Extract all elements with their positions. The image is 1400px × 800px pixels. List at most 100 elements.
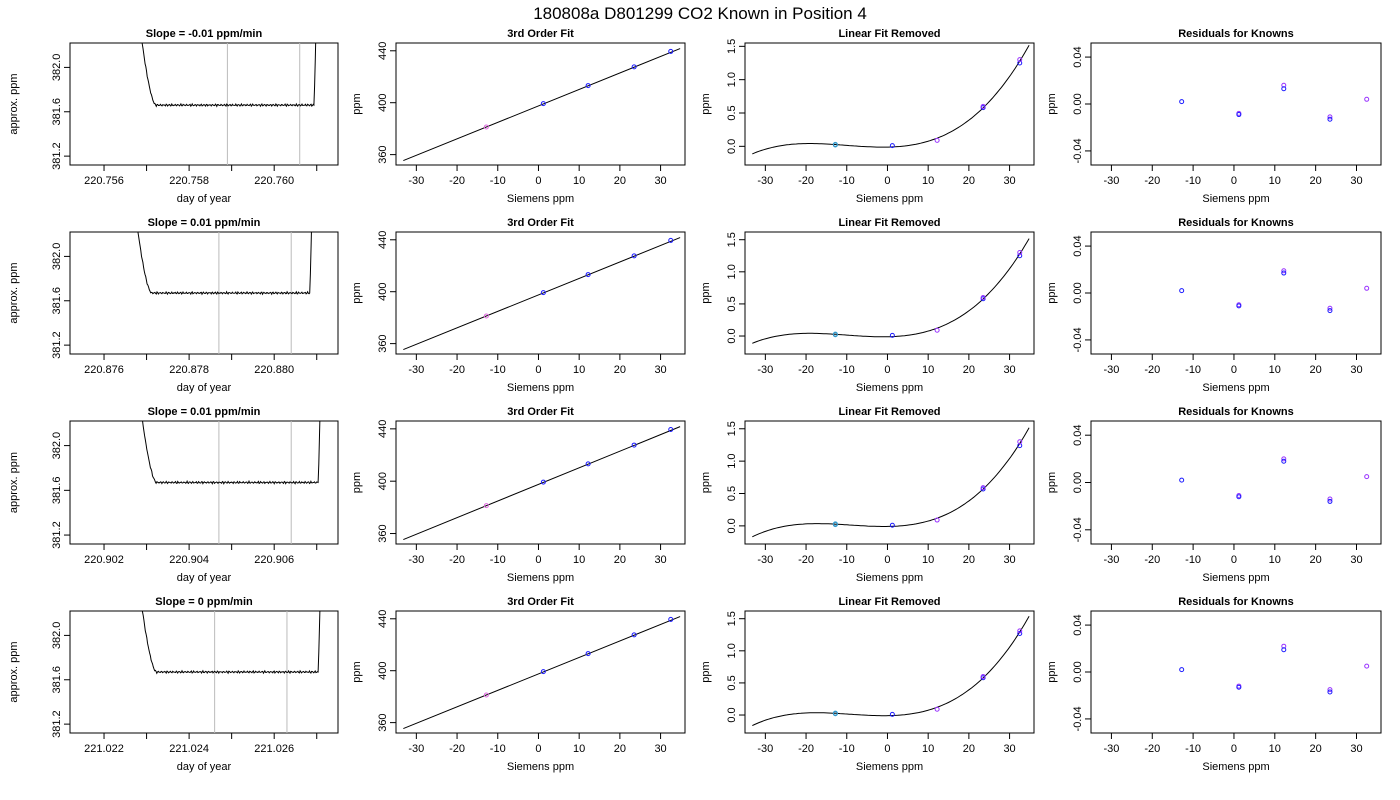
data-point (585, 461, 591, 467)
panel-title: Residuals for Knowns (1178, 406, 1294, 418)
panel-trace-row1: Slope = -0.01 ppm/min 220.756 220.758 220.7… (8, 28, 339, 205)
data-point (934, 137, 940, 143)
y-axis-label: ppm (1046, 93, 1058, 114)
residual-point (1236, 303, 1242, 309)
plot-area (752, 427, 1030, 538)
residual-point (1327, 305, 1333, 311)
plot-frame (69, 420, 339, 545)
y-tick-label: -0.04 (1072, 138, 1084, 163)
plot-frame (69, 610, 339, 734)
y-tick-label: 440 (377, 42, 389, 60)
y-tick-label: 400 (377, 94, 389, 112)
x-tick-label: -20 (1144, 554, 1160, 566)
residual-point (1327, 114, 1333, 120)
x-axis-label: Siemens ppm (1202, 761, 1269, 773)
plot-area (752, 616, 1030, 727)
x-tick-label: 0 (535, 743, 541, 755)
x-tick-label: 220.880 (254, 364, 294, 376)
x-axis-label: Siemens ppm (856, 761, 923, 773)
x-tick-label: -20 (1144, 743, 1160, 755)
y-axis-label: ppm (700, 472, 712, 493)
panel-linear_removed-row2: Linear Fit Removed -30 -20 -10 0 10 20 30 0.0 0.5… (700, 217, 1035, 394)
panel-residuals-row1: Residuals for Knowns -30 -20 -10 0 10 20 30 -0.0… (1046, 28, 1382, 205)
y-tick-label: 0.5 (726, 675, 738, 690)
ppm-trace-line (137, 232, 312, 296)
data-point (832, 331, 838, 337)
x-tick-label: 20 (1310, 175, 1322, 187)
x-tick-label: -30 (408, 175, 424, 187)
panel-trace-row4: Slope = 0 ppm/min 221.022 221.024 221.026 38… (8, 596, 339, 773)
data-point (889, 711, 895, 717)
x-tick-label: 220.760 (254, 175, 294, 187)
y-tick-label: -0.04 (1072, 706, 1084, 731)
residual-point (1364, 663, 1370, 669)
residual-point (1327, 687, 1333, 693)
plot-frame (395, 610, 686, 734)
x-tick-label: -30 (1103, 554, 1119, 566)
y-tick-label: -0.04 (1072, 327, 1084, 352)
y-tick-label: 400 (377, 472, 389, 490)
plot-frame (1090, 231, 1382, 355)
y-tick-label: 0.00 (1072, 282, 1084, 303)
x-axis-label: Siemens ppm (856, 193, 923, 205)
y-tick-label: 360 (377, 524, 389, 542)
x-tick-label: 10 (573, 175, 585, 187)
residual-point (1179, 99, 1185, 105)
x-tick-label: 0 (535, 175, 541, 187)
x-tick-label: 0 (535, 364, 541, 376)
residual-point (1327, 308, 1333, 314)
x-tick-label: -20 (449, 364, 465, 376)
residual-point (1236, 494, 1242, 500)
x-tick-label: 20 (614, 743, 626, 755)
data-point (631, 632, 637, 638)
y-tick-label: 381.2 (51, 521, 63, 549)
y-tick-label: 440 (377, 420, 389, 438)
y-axis-label: ppm (351, 472, 363, 493)
x-tick-label: 20 (963, 175, 975, 187)
y-tick-label: 0.00 (1072, 472, 1084, 493)
y-tick-label: 381.6 (51, 98, 63, 126)
plot-frame (744, 42, 1035, 166)
x-tick-label: 10 (922, 743, 934, 755)
plot-area (1179, 643, 1370, 695)
y-tick-label: 381.6 (51, 477, 63, 505)
x-tick-label: -20 (798, 743, 814, 755)
data-point (585, 272, 591, 278)
y-tick-label: 1.5 (726, 611, 738, 626)
x-tick-label: -10 (839, 743, 855, 755)
residual-point (1281, 647, 1287, 653)
x-tick-label: 221.024 (169, 743, 209, 755)
x-tick-label: 10 (922, 364, 934, 376)
data-point (980, 673, 986, 679)
x-tick-label: -10 (490, 554, 506, 566)
y-tick-label: 440 (377, 231, 389, 249)
data-point (631, 442, 637, 448)
residual-point (1281, 86, 1287, 92)
panel-linear_removed-row1: Linear Fit Removed -30 -20 -10 0 10 20 30 0.0 0.5… (700, 28, 1035, 205)
y-tick-label: 0.04 (1072, 46, 1084, 67)
residual-point (1281, 270, 1287, 276)
x-tick-label: 20 (1310, 554, 1322, 566)
plot-frame (1090, 42, 1382, 166)
ppm-trace-line (141, 43, 317, 108)
plot-area (141, 611, 321, 733)
data-point (889, 332, 895, 338)
y-tick-label: 0.5 (726, 105, 738, 120)
x-tick-label: -30 (408, 743, 424, 755)
panel-title: Slope = 0.01 ppm/min (148, 406, 261, 418)
x-tick-label: -30 (757, 554, 773, 566)
plot-frame (395, 231, 686, 355)
x-tick-label: 30 (1003, 554, 1015, 566)
residual-point (1364, 474, 1370, 480)
panel-title: Slope = 0.01 ppm/min (148, 217, 261, 229)
x-axis-label: Siemens ppm (1202, 382, 1269, 394)
panel-title: Slope = 0 ppm/min (155, 596, 253, 608)
y-tick-label: 0.5 (726, 296, 738, 311)
y-tick-label: 1.5 (726, 232, 738, 247)
x-tick-label: 30 (1350, 554, 1362, 566)
x-tick-label: 0 (1231, 743, 1237, 755)
x-tick-label: 30 (654, 175, 666, 187)
y-tick-label: 440 (377, 610, 389, 628)
cubic-fit-curve (752, 44, 1030, 155)
x-tick-label: 30 (1003, 364, 1015, 376)
